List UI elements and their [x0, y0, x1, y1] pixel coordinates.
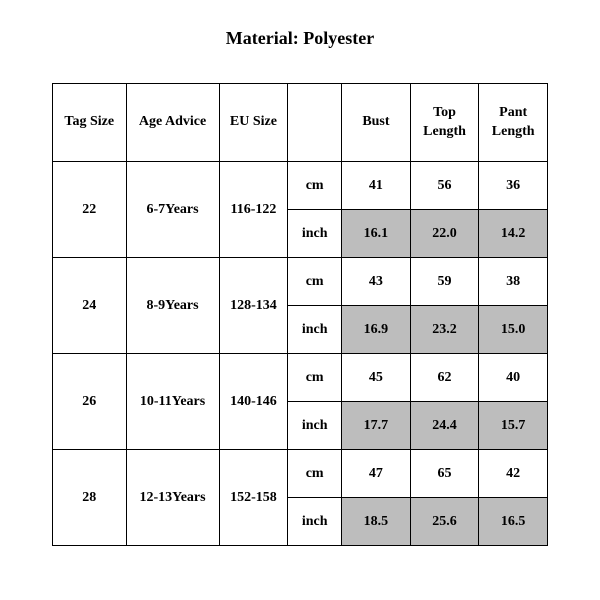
cell-top-cm: 59: [410, 258, 479, 306]
cell-bust-cm: 47: [342, 450, 411, 498]
cell-pant-cm: 40: [479, 354, 548, 402]
cell-tag: 28: [53, 450, 127, 546]
col-top-length: Top Length: [410, 84, 479, 162]
cell-unit-inch: inch: [288, 498, 342, 546]
cell-age: 12-13Years: [126, 450, 219, 546]
size-table-wrap: Tag Size Age Advice EU Size Bust Top Len…: [0, 83, 600, 546]
table-row: 26 10-11Years 140-146 cm 45 62 40: [53, 354, 548, 402]
cell-pant-inch: 16.5: [479, 498, 548, 546]
cell-unit-inch: inch: [288, 402, 342, 450]
cell-tag: 26: [53, 354, 127, 450]
cell-top-cm: 62: [410, 354, 479, 402]
cell-unit-cm: cm: [288, 162, 342, 210]
cell-bust-cm: 43: [342, 258, 411, 306]
col-bust: Bust: [342, 84, 411, 162]
cell-tag: 24: [53, 258, 127, 354]
col-eu-size: EU Size: [219, 84, 288, 162]
cell-pant-inch: 15.7: [479, 402, 548, 450]
cell-bust-inch: 17.7: [342, 402, 411, 450]
table-row: 24 8-9Years 128-134 cm 43 59 38: [53, 258, 548, 306]
cell-top-inch: 24.4: [410, 402, 479, 450]
cell-top-inch: 22.0: [410, 210, 479, 258]
table-row: 28 12-13Years 152-158 cm 47 65 42: [53, 450, 548, 498]
cell-unit-cm: cm: [288, 450, 342, 498]
cell-eu: 128-134: [219, 258, 288, 354]
cell-tag: 22: [53, 162, 127, 258]
cell-bust-inch: 18.5: [342, 498, 411, 546]
table-header-row: Tag Size Age Advice EU Size Bust Top Len…: [53, 84, 548, 162]
cell-top-inch: 23.2: [410, 306, 479, 354]
cell-pant-inch: 15.0: [479, 306, 548, 354]
cell-top-inch: 25.6: [410, 498, 479, 546]
table-body: 22 6-7Years 116-122 cm 41 56 36 inch 16.…: [53, 162, 548, 546]
table-row: 22 6-7Years 116-122 cm 41 56 36: [53, 162, 548, 210]
cell-bust-inch: 16.1: [342, 210, 411, 258]
cell-pant-cm: 42: [479, 450, 548, 498]
cell-pant-inch: 14.2: [479, 210, 548, 258]
cell-pant-cm: 38: [479, 258, 548, 306]
cell-top-cm: 65: [410, 450, 479, 498]
cell-pant-cm: 36: [479, 162, 548, 210]
cell-eu: 140-146: [219, 354, 288, 450]
col-pant-length: Pant Length: [479, 84, 548, 162]
col-tag-size: Tag Size: [53, 84, 127, 162]
cell-unit-cm: cm: [288, 258, 342, 306]
cell-unit-inch: inch: [288, 210, 342, 258]
cell-age: 6-7Years: [126, 162, 219, 258]
cell-age: 8-9Years: [126, 258, 219, 354]
col-age-advice: Age Advice: [126, 84, 219, 162]
page-title: Material: Polyester: [0, 0, 600, 83]
cell-top-cm: 56: [410, 162, 479, 210]
cell-unit-inch: inch: [288, 306, 342, 354]
cell-bust-cm: 45: [342, 354, 411, 402]
cell-bust-cm: 41: [342, 162, 411, 210]
cell-age: 10-11Years: [126, 354, 219, 450]
cell-unit-cm: cm: [288, 354, 342, 402]
cell-eu: 152-158: [219, 450, 288, 546]
col-unit: [288, 84, 342, 162]
cell-eu: 116-122: [219, 162, 288, 258]
size-table: Tag Size Age Advice EU Size Bust Top Len…: [52, 83, 548, 546]
cell-bust-inch: 16.9: [342, 306, 411, 354]
